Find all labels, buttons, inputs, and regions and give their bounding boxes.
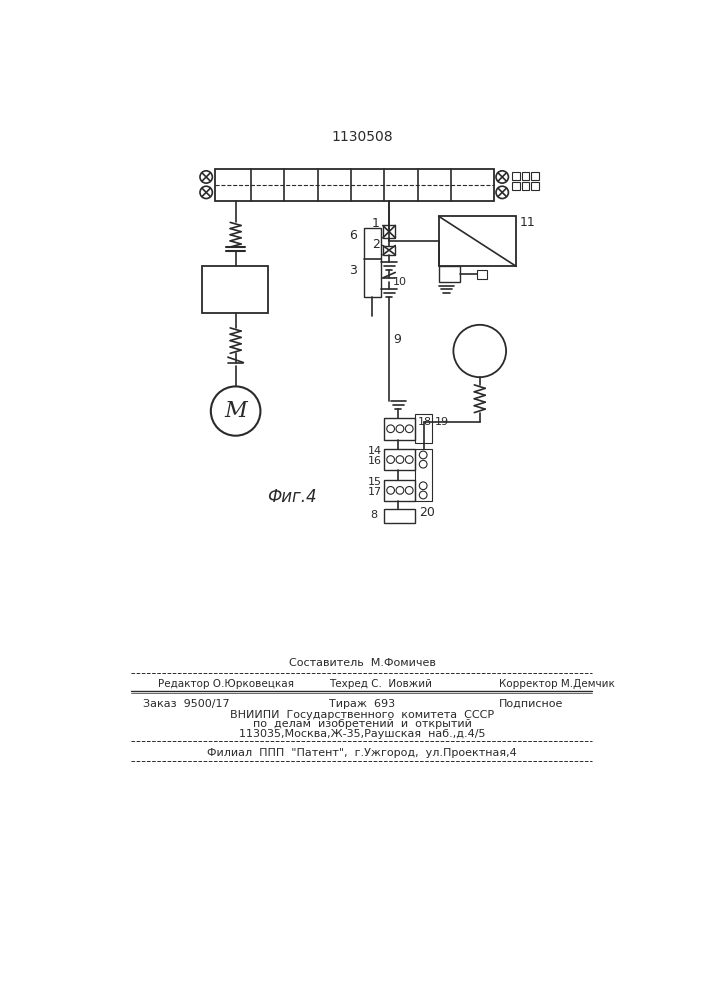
Bar [416,449,433,501]
Text: ВНИИПИ  Государственного  комитета  СССР: ВНИИПИ Государственного комитета СССР [230,710,494,720]
Text: Заказ  9500/17: Заказ 9500/17 [143,699,229,709]
Bar [202,266,268,312]
Bar [416,414,433,443]
Text: 18: 18 [418,417,432,427]
Bar [531,182,539,190]
Bar [438,216,516,266]
Bar [215,169,493,201]
Text: Тираж  693: Тираж 693 [329,699,395,709]
Text: 16: 16 [368,456,381,466]
Text: Корректор М.Демчик: Корректор М.Демчик [499,679,615,689]
Text: 113035,Москва,Ж-35,Раушская  наб.,д.4/5: 113035,Москва,Ж-35,Раушская наб.,д.4/5 [239,729,485,739]
Text: Редактор О.Юрковецкая: Редактор О.Юрковецкая [158,679,294,689]
Bar [513,182,520,190]
Bar [513,172,520,180]
Text: 8: 8 [370,510,378,520]
Text: Фиг.4: Фиг.4 [267,488,316,506]
Bar [383,225,395,238]
Bar [385,480,416,501]
Bar [522,172,530,180]
Text: 1130508: 1130508 [331,130,393,144]
Bar [385,418,416,440]
Text: Подписное: Подписное [499,699,563,709]
Text: 6: 6 [349,229,358,242]
Text: 2: 2 [372,238,380,251]
Bar [477,270,486,279]
Text: 10: 10 [393,277,407,287]
Text: 19: 19 [435,417,449,427]
Bar [438,266,460,282]
Bar [383,246,395,255]
Bar [522,182,530,190]
Text: M: M [224,400,247,422]
Text: по  делам  изобретений  и  открытий: по делам изобретений и открытий [252,719,472,729]
Text: 15: 15 [368,477,381,487]
Bar [385,449,416,470]
Bar [531,172,539,180]
Text: 14: 14 [368,446,382,456]
Text: 1: 1 [372,217,380,230]
Text: 20: 20 [419,506,436,519]
Text: 11: 11 [520,216,536,229]
Text: 17: 17 [368,487,382,497]
Text: 9: 9 [393,333,401,346]
Text: Филиал  ППП  "Патент",  г.Ужгород,  ул.Проектная,4: Филиал ППП "Патент", г.Ужгород, ул.Проек… [207,748,517,758]
Text: 3: 3 [349,264,358,277]
Text: Составитель  М.Фомичев: Составитель М.Фомичев [288,658,436,668]
Text: Техред С.  Иовжий: Техред С. Иовжий [329,679,432,689]
Bar [363,228,380,297]
Bar [385,509,416,523]
